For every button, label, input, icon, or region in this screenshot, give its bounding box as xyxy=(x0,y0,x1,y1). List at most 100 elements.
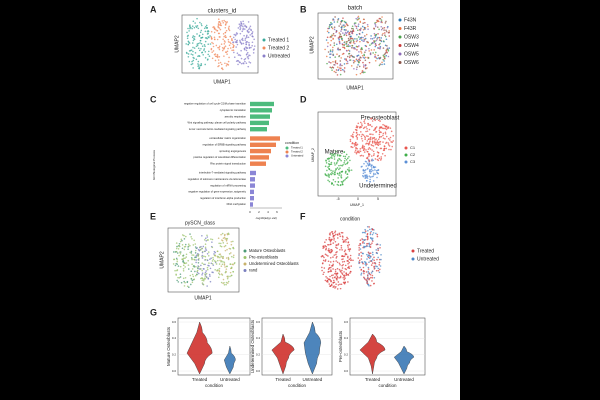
cell-dot xyxy=(363,145,366,148)
cell-dot xyxy=(196,44,199,47)
cell-dot xyxy=(358,58,361,60)
cell-dot xyxy=(204,56,207,59)
cell-dot xyxy=(343,44,345,47)
cell-dot xyxy=(339,275,342,278)
cell-dot xyxy=(332,281,335,284)
cell-dot xyxy=(370,168,373,171)
cell-dot xyxy=(187,259,190,262)
cell-dot xyxy=(193,239,195,242)
cell-dot xyxy=(219,259,221,262)
cell-dot xyxy=(218,263,221,265)
cell-dot xyxy=(346,244,349,247)
cell-dot xyxy=(343,69,345,72)
cell-dot xyxy=(378,263,381,266)
cell-dot xyxy=(376,235,379,238)
cell-dot xyxy=(331,182,334,185)
cell-dot xyxy=(378,133,381,136)
cell-dot xyxy=(361,48,364,51)
cell-dot xyxy=(225,268,228,270)
cell-dot xyxy=(336,172,339,175)
cell-dot xyxy=(184,276,187,279)
cell-dot xyxy=(321,269,323,272)
cell-dot xyxy=(220,24,222,27)
x-tick-label: Untreated xyxy=(303,377,323,382)
cell-dot xyxy=(202,53,204,56)
cell-dot xyxy=(380,156,383,158)
y-tick-label: 0.0 xyxy=(256,369,261,373)
cell-dot xyxy=(342,24,345,26)
cell-dot xyxy=(181,239,183,242)
cell-dot xyxy=(360,131,362,133)
cell-dot xyxy=(360,272,363,275)
cell-dot xyxy=(372,145,375,147)
cell-dot xyxy=(210,262,213,265)
cell-dot xyxy=(324,253,327,256)
cell-dot xyxy=(174,269,176,272)
cell-dot xyxy=(347,24,349,27)
cell-dot xyxy=(347,241,350,243)
legend-dot xyxy=(262,38,266,42)
cell-dot xyxy=(187,248,189,250)
cell-dot xyxy=(375,138,377,140)
cell-dot xyxy=(358,45,360,47)
cell-dot xyxy=(378,268,381,271)
cell-dot xyxy=(363,270,366,273)
cell-dot xyxy=(351,133,354,136)
cell-dot xyxy=(336,66,339,68)
cell-dot xyxy=(183,248,186,251)
cell-dot xyxy=(377,138,380,141)
cell-dot xyxy=(330,243,332,245)
cell-dot xyxy=(204,248,207,250)
cell-dot xyxy=(178,251,181,253)
cell-dot xyxy=(369,172,372,175)
cell-dot xyxy=(359,40,361,43)
cell-dot xyxy=(336,288,339,290)
cell-dot xyxy=(379,147,382,150)
cell-dot xyxy=(341,238,344,241)
cell-dot xyxy=(329,261,332,263)
legend-label: F43N xyxy=(404,17,417,23)
cell-dot xyxy=(343,20,346,23)
cell-dot xyxy=(363,278,366,280)
cell-dot xyxy=(321,254,324,257)
y-tick-label: 0.6 xyxy=(172,320,177,324)
cell-dot xyxy=(345,253,348,256)
cell-dot xyxy=(367,270,370,273)
axis-title: Undetermined Osteoblasts xyxy=(250,319,255,373)
cell-dot xyxy=(186,37,189,40)
cell-dot xyxy=(381,34,384,36)
cell-dot xyxy=(210,30,213,33)
cell-dot xyxy=(191,54,194,56)
cell-dot xyxy=(344,155,347,158)
cell-dot xyxy=(370,264,373,266)
cell-dot xyxy=(341,182,344,184)
cell-dot xyxy=(386,45,388,47)
legend-label: Mature Osteoblasts xyxy=(249,248,285,253)
cell-dot xyxy=(217,18,220,21)
cell-dot xyxy=(383,55,386,58)
cell-dot xyxy=(371,228,374,230)
cell-dot xyxy=(346,55,349,58)
cell-dot xyxy=(253,38,255,41)
cell-dot xyxy=(233,51,235,54)
cell-dot xyxy=(324,165,327,168)
cell-dot xyxy=(358,61,360,63)
cell-dot xyxy=(253,45,256,47)
cell-dot xyxy=(333,162,336,164)
cell-dot xyxy=(367,152,370,155)
cell-dot xyxy=(374,40,376,42)
cell-dot xyxy=(195,25,197,27)
cell-dot xyxy=(368,252,371,255)
cell-dot xyxy=(376,243,379,245)
y-tick-label: 0.2 xyxy=(344,352,349,356)
y-tick-label: 0.4 xyxy=(172,336,177,340)
cell-dot xyxy=(355,146,357,149)
cell-dot xyxy=(356,38,358,40)
cell-dot xyxy=(214,255,217,257)
cell-dot xyxy=(385,142,387,144)
cell-dot xyxy=(342,241,345,244)
cell-dot xyxy=(223,46,226,49)
cell-dot xyxy=(216,259,219,262)
cell-dot xyxy=(201,269,203,272)
cell-dot xyxy=(371,164,373,167)
